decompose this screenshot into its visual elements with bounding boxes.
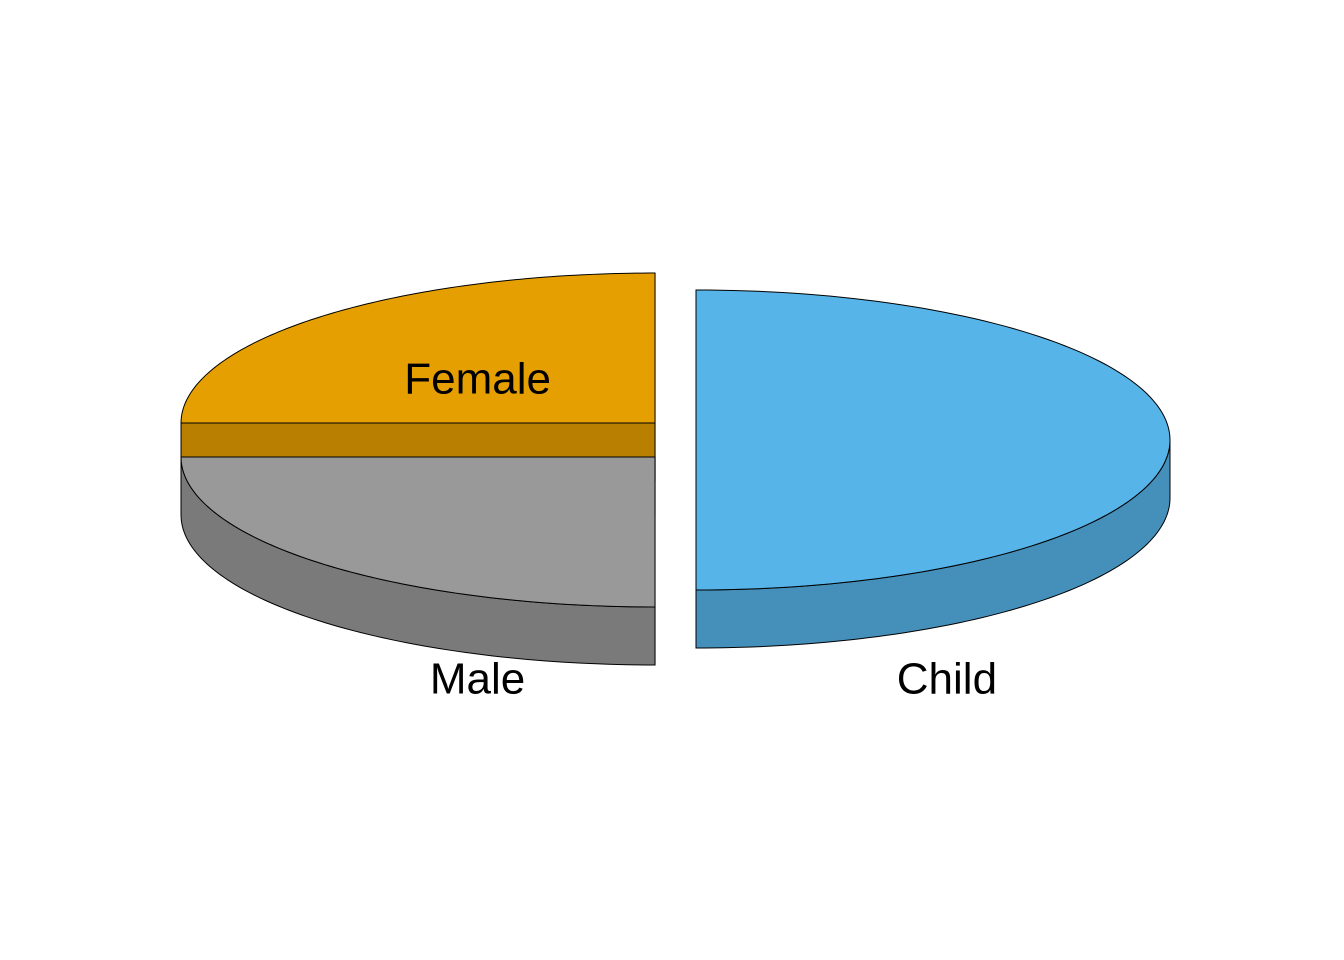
- slice-child: [696, 290, 1170, 648]
- slice-label-child: Child: [897, 655, 997, 704]
- slice-label-female: Female: [404, 354, 551, 403]
- slice-label-male: Male: [430, 655, 525, 704]
- slice-sides: [181, 273, 1170, 665]
- slice-male: [181, 457, 655, 665]
